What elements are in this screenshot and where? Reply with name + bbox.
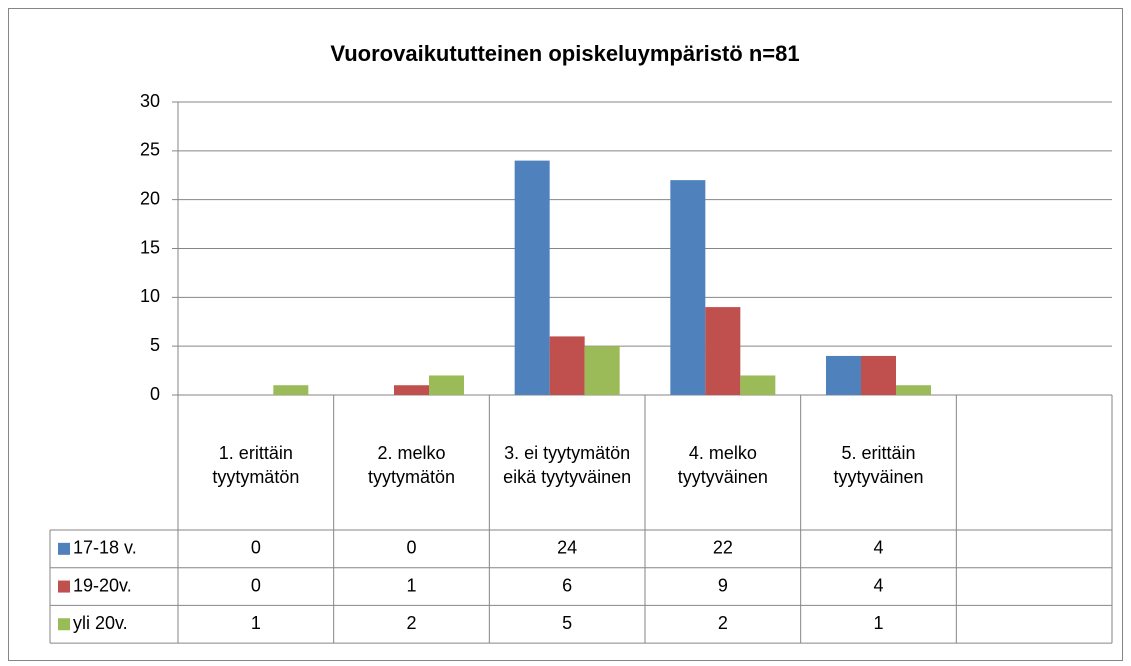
table-value: 4 xyxy=(873,575,883,595)
y-tick-label: 5 xyxy=(150,335,160,355)
legend-label: yli 20v. xyxy=(73,613,128,633)
bar xyxy=(826,355,861,395)
x-tick-label: 2. melko tyytymätön xyxy=(367,442,455,487)
x-tick-label: 5. erittäin tyytyväinen xyxy=(833,442,924,487)
table-value: 24 xyxy=(557,538,577,558)
x-tick-label: 1. erittäin tyytymätön xyxy=(212,442,300,487)
bar xyxy=(273,385,309,395)
y-tick-label: 0 xyxy=(150,384,160,404)
table-value: 6 xyxy=(562,575,572,595)
legend-label: 17-18 v. xyxy=(73,538,137,558)
table-value: 0 xyxy=(251,538,261,558)
table-value: 1 xyxy=(873,613,883,633)
table-value: 1 xyxy=(406,575,416,595)
x-tick-label: 4. melko tyytyväinen xyxy=(677,442,768,487)
legend-label: 19-20v. xyxy=(73,575,132,595)
y-tick-label: 20 xyxy=(140,188,160,208)
legend-swatch xyxy=(58,542,70,555)
bar xyxy=(670,180,706,395)
table-value: 0 xyxy=(251,575,261,595)
table-value: 9 xyxy=(718,575,728,595)
chart-title: Vuorovaikututteinen opiskeluympäristö n=… xyxy=(330,41,799,66)
x-tick-label: 3. ei tyytymätön eikä tyytyväinen xyxy=(503,442,632,487)
legend-swatch xyxy=(58,580,70,593)
bar xyxy=(549,336,585,395)
table-value: 1 xyxy=(251,613,261,633)
chart-frame xyxy=(8,8,1123,661)
legend-swatch xyxy=(58,618,70,631)
table-value: 2 xyxy=(406,613,416,633)
bar xyxy=(514,160,550,395)
bar xyxy=(861,355,896,395)
bar xyxy=(394,385,429,395)
bar xyxy=(429,375,464,395)
bar xyxy=(896,385,931,395)
table-value: 4 xyxy=(873,538,883,558)
table-value: 0 xyxy=(406,538,416,558)
bar xyxy=(705,307,741,395)
table-value: 22 xyxy=(713,538,733,558)
y-tick-label: 10 xyxy=(140,286,160,306)
bar xyxy=(584,346,620,395)
bar xyxy=(740,375,776,395)
y-tick-label: 30 xyxy=(140,91,160,111)
table-value: 5 xyxy=(562,613,572,633)
y-tick-label: 15 xyxy=(140,237,160,257)
y-tick-label: 25 xyxy=(140,140,160,160)
table-value: 2 xyxy=(718,613,728,633)
